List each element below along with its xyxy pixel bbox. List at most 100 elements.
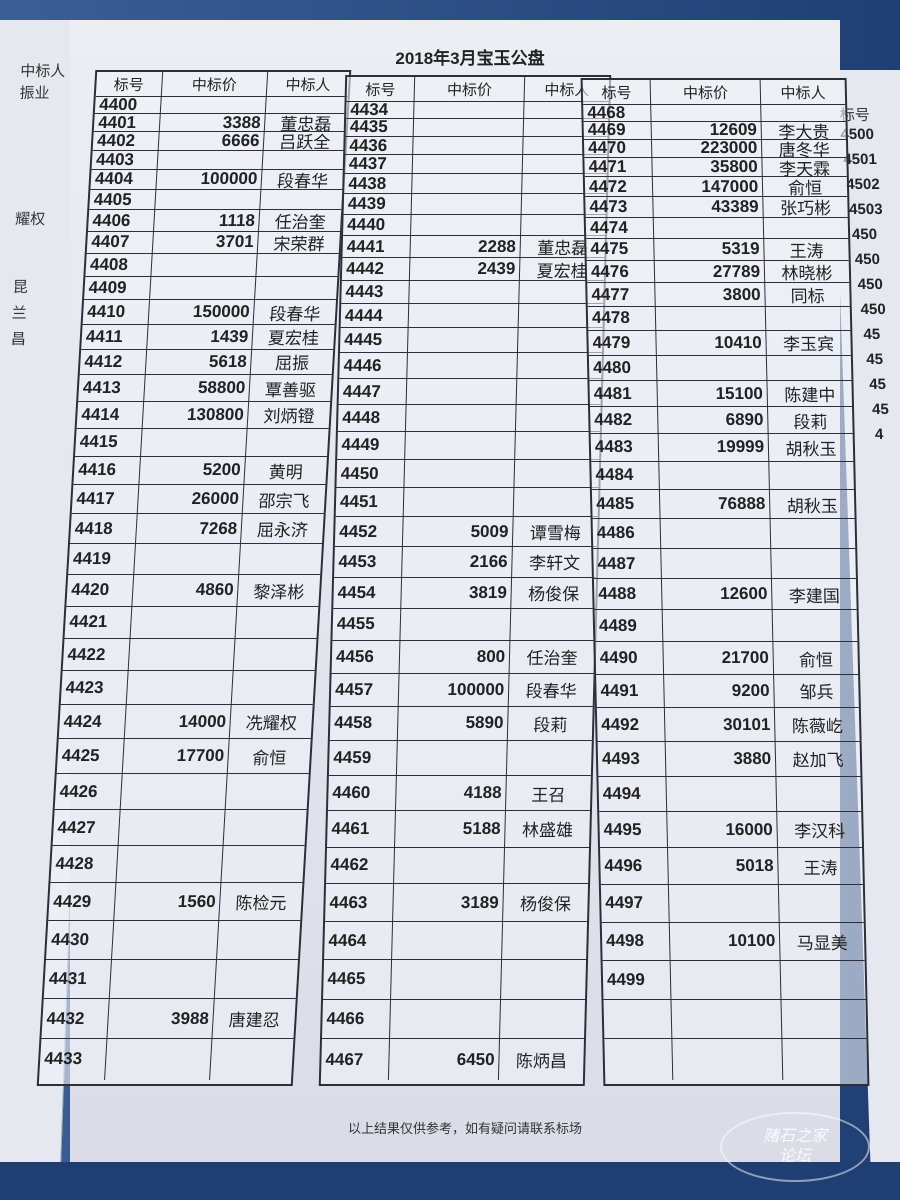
winning-price: [411, 214, 522, 236]
winning-bidder: 林盛雄: [521, 821, 574, 841]
winning-bidder: 李建国: [788, 586, 841, 606]
winning-bidder: 屈永济: [256, 521, 309, 541]
adjacent-sheet-lot-number: 450: [857, 276, 884, 293]
winning-bidder: [515, 460, 600, 487]
winning-bidder: [236, 607, 318, 638]
table-row: [603, 999, 867, 1040]
table-row: 4441 2288 董忠磊: [342, 236, 606, 259]
winning-price: [394, 847, 506, 884]
winning-price: [397, 741, 508, 775]
winning-bidder: 赵加飞: [792, 751, 844, 771]
winning-price: [407, 353, 519, 378]
table-row: 4496 5018 王涛: [600, 848, 863, 886]
winning-bidder: 段莉: [793, 412, 828, 432]
lot-number: 4426: [54, 774, 123, 809]
winning-bidder: [769, 462, 853, 489]
winning-bidder: 同标: [790, 287, 825, 306]
adjacent-sheet-lot-number: 4502: [845, 176, 880, 193]
table-row: 4409: [84, 276, 338, 301]
winning-bidder: [773, 610, 858, 641]
winning-bidder: 任治奎: [526, 649, 578, 669]
lot-number: 4476: [586, 260, 656, 283]
winning-bidder: 李大贵: [778, 122, 830, 139]
winning-bidder: 邵宗飞: [258, 491, 311, 511]
lot-number: 4493: [597, 742, 667, 776]
header-winning-price: 中标价: [161, 72, 269, 96]
winning-price: [409, 280, 520, 304]
winning-bidder: [767, 356, 851, 380]
table-row: 4446: [339, 353, 602, 379]
winning-bidder: 黄明: [268, 462, 304, 482]
table-row: 4406 1118 任治奎: [87, 210, 342, 232]
winning-bidder: [777, 777, 862, 811]
lot-number: 4492: [596, 708, 666, 742]
winning-bidder: 杨俊保: [527, 585, 580, 605]
table-row: 4466: [321, 999, 586, 1040]
winning-price: [140, 428, 248, 456]
winning-bidder: 俞恒: [798, 650, 834, 670]
table-row: 4492 30101 陈薇屹: [596, 708, 860, 743]
winning-price: [408, 304, 520, 328]
winning-price: 3701: [152, 231, 260, 253]
winning-price: 6666: [158, 131, 266, 150]
winning-bidder: [210, 1039, 293, 1080]
table-row: 4452 5009 谭雪梅: [334, 517, 598, 548]
winning-bidder: [215, 960, 298, 998]
winning-price: [392, 922, 504, 960]
lot-number: 4488: [593, 579, 663, 610]
winning-price: [133, 544, 242, 575]
table-row: 4420 4860 黎泽彬: [66, 575, 321, 607]
winning-bidder: [781, 961, 866, 999]
winning-bidder: [507, 741, 592, 775]
table-row: 4460 4188 王召: [327, 775, 591, 812]
winning-price: [660, 519, 772, 548]
winning-bidder: [246, 429, 328, 456]
lot-number: 4462: [326, 847, 396, 884]
winning-price: 223000: [652, 139, 763, 158]
lot-number: 4439: [343, 194, 413, 214]
table-row: 4442 2439 夏宏桂: [341, 258, 605, 281]
lot-number: 4432: [41, 999, 110, 1039]
winning-price: 12600: [662, 579, 773, 610]
winning-price: [130, 606, 238, 638]
lot-number: 4471: [584, 158, 653, 177]
table-row: 4405: [89, 189, 343, 211]
winning-price: 17700: [122, 739, 231, 774]
winning-bidder: 王涛: [803, 858, 838, 878]
lot-number: 4490: [595, 642, 665, 674]
winning-price: [403, 488, 515, 517]
table-row: 4469 12609 李大贵: [583, 121, 846, 140]
winning-bidder: [261, 190, 343, 210]
lot-number: 4441: [342, 236, 412, 258]
winning-price: 14000: [124, 705, 233, 739]
header-winning-price: 中标价: [414, 77, 526, 101]
table-row: 4438: [344, 174, 607, 195]
lot-number: 4418: [69, 514, 138, 544]
winning-price: [104, 1039, 213, 1080]
lot-number: 4460: [327, 775, 397, 811]
winning-price: [160, 97, 268, 114]
adjacent-sheet-lot-number: 450: [860, 301, 886, 318]
lot-number: 4485: [591, 490, 661, 519]
winning-bidder: 段春华: [268, 304, 321, 324]
table-row: 4455: [332, 608, 596, 641]
winning-bidder: [217, 921, 300, 959]
table-row: 4485 76888 胡秋玉: [591, 490, 855, 520]
table-row: 4453 2166 李轩文: [334, 547, 597, 578]
lot-number: 4434: [346, 102, 415, 119]
winning-price: [670, 960, 782, 999]
table-row: 4445: [339, 328, 603, 354]
winning-bidder: [502, 922, 587, 959]
table-row: 4483 19999 胡秋玉: [590, 434, 854, 462]
lot-number: 4407: [86, 231, 154, 253]
winning-bidder: 黎泽彬: [252, 582, 305, 602]
table-row: 4478: [587, 306, 851, 331]
table-row: 4494: [598, 776, 862, 813]
winning-bidder: [257, 254, 339, 276]
table-row: 4457 100000 段春华: [330, 673, 594, 707]
winning-price: [651, 105, 762, 121]
winning-bidder: 任治奎: [274, 213, 327, 231]
table-row: 4416 5200 黄明: [73, 456, 327, 486]
winning-price: [411, 194, 523, 214]
table-row: 4418 7268 屈永济: [69, 514, 324, 545]
